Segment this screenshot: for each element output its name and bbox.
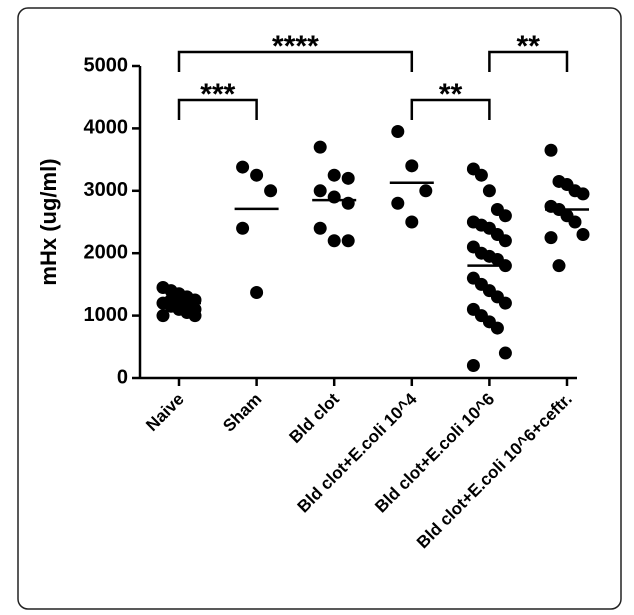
- data-point: [172, 290, 186, 304]
- data-point: [498, 296, 512, 310]
- y-tick-label: 4000: [84, 117, 129, 139]
- significance-bracket: [410, 98, 491, 120]
- data-point: [568, 215, 582, 229]
- data-point: [576, 187, 590, 201]
- data-point: [250, 286, 264, 300]
- data-point: [544, 143, 558, 157]
- data-point: [482, 184, 496, 198]
- data-point: [498, 234, 512, 248]
- data-point: [313, 184, 327, 198]
- data-point: [552, 259, 566, 273]
- y-axis-label: mHx (ug/ml): [36, 158, 61, 285]
- significance-label: ****: [272, 30, 319, 63]
- data-point: [250, 168, 264, 182]
- data-point: [313, 140, 327, 154]
- y-tick-label: 1000: [84, 304, 129, 326]
- y-tick-label: 5000: [84, 54, 129, 76]
- data-point: [341, 171, 355, 185]
- data-point: [264, 184, 278, 198]
- data-point: [391, 196, 405, 210]
- data-point: [341, 196, 355, 210]
- data-point: [236, 221, 250, 235]
- data-point: [498, 209, 512, 223]
- data-point: [236, 160, 250, 174]
- significance-label: **: [517, 30, 541, 63]
- y-tick-label: 3000: [84, 179, 129, 201]
- significance-bracket: [177, 50, 414, 72]
- data-point: [466, 359, 480, 373]
- significance-label: ***: [200, 78, 235, 111]
- x-tick-label: Naive: [142, 389, 188, 435]
- data-point: [498, 346, 512, 360]
- data-point: [156, 309, 170, 323]
- x-tick-label: Bld clot: [286, 389, 344, 447]
- significance-label: **: [439, 78, 463, 111]
- data-point: [576, 227, 590, 241]
- y-tick-label: 2000: [84, 241, 129, 263]
- data-point: [544, 231, 558, 245]
- data-point: [327, 234, 341, 248]
- data-point: [327, 168, 341, 182]
- data-point: [188, 302, 202, 316]
- data-point: [327, 190, 341, 204]
- x-tick-label: Bld clot+E.coli 10^6+ceftr.: [413, 389, 576, 552]
- data-point: [474, 168, 488, 182]
- data-point: [341, 234, 355, 248]
- data-point: [419, 184, 433, 198]
- data-point: [405, 159, 419, 173]
- data-point: [405, 215, 419, 229]
- significance-bracket: [177, 98, 258, 120]
- data-point: [490, 321, 504, 335]
- y-tick-label: 0: [117, 366, 128, 388]
- data-point: [391, 125, 405, 139]
- x-tick-label: Sham: [219, 389, 265, 435]
- frame: [17, 7, 622, 610]
- data-point: [313, 221, 327, 235]
- significance-bracket: [488, 50, 569, 72]
